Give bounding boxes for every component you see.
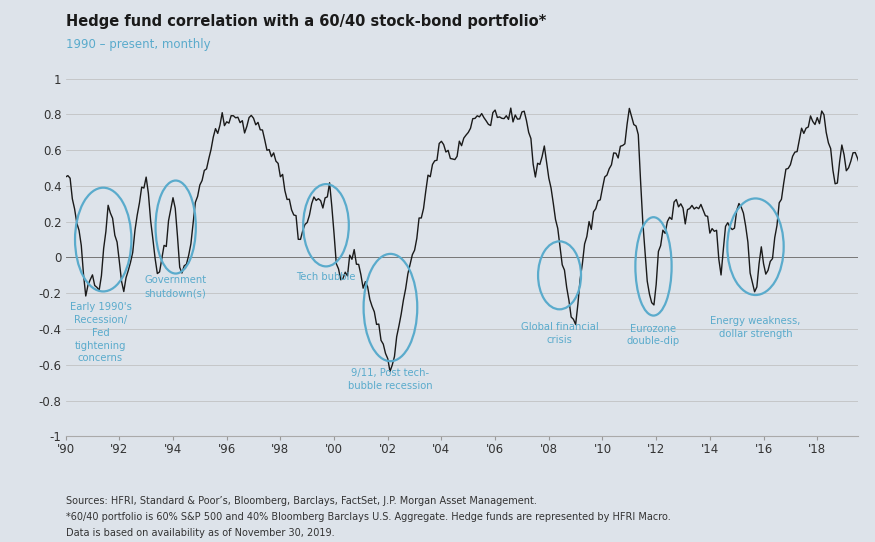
Text: Data is based on availability as of November 30, 2019.: Data is based on availability as of Nove… (66, 528, 334, 538)
Text: 1990 – present, monthly: 1990 – present, monthly (66, 38, 210, 51)
Text: Hedge fund correlation with a 60/40 stock-bond portfolio*: Hedge fund correlation with a 60/40 stoc… (66, 14, 546, 29)
Text: Government
shutdown(s): Government shutdown(s) (144, 275, 206, 298)
Text: Sources: HFRI, Standard & Poor’s, Bloomberg, Barclays, FactSet, J.P. Morgan Asse: Sources: HFRI, Standard & Poor’s, Bloomb… (66, 496, 536, 506)
Text: 9/11, Post tech-
bubble recession: 9/11, Post tech- bubble recession (348, 369, 433, 391)
Text: Global financial
crisis: Global financial crisis (521, 322, 599, 345)
Text: Tech bubble: Tech bubble (297, 272, 356, 282)
Text: Energy weakness,
dollar strength: Energy weakness, dollar strength (710, 317, 801, 339)
Text: Early 1990's
Recession/
Fed
tightening
concerns: Early 1990's Recession/ Fed tightening c… (70, 302, 131, 363)
Text: Eurozone
double-dip: Eurozone double-dip (626, 324, 680, 346)
Text: *60/40 portfolio is 60% S&P 500 and 40% Bloomberg Barclays U.S. Aggregate. Hedge: *60/40 portfolio is 60% S&P 500 and 40% … (66, 512, 670, 522)
